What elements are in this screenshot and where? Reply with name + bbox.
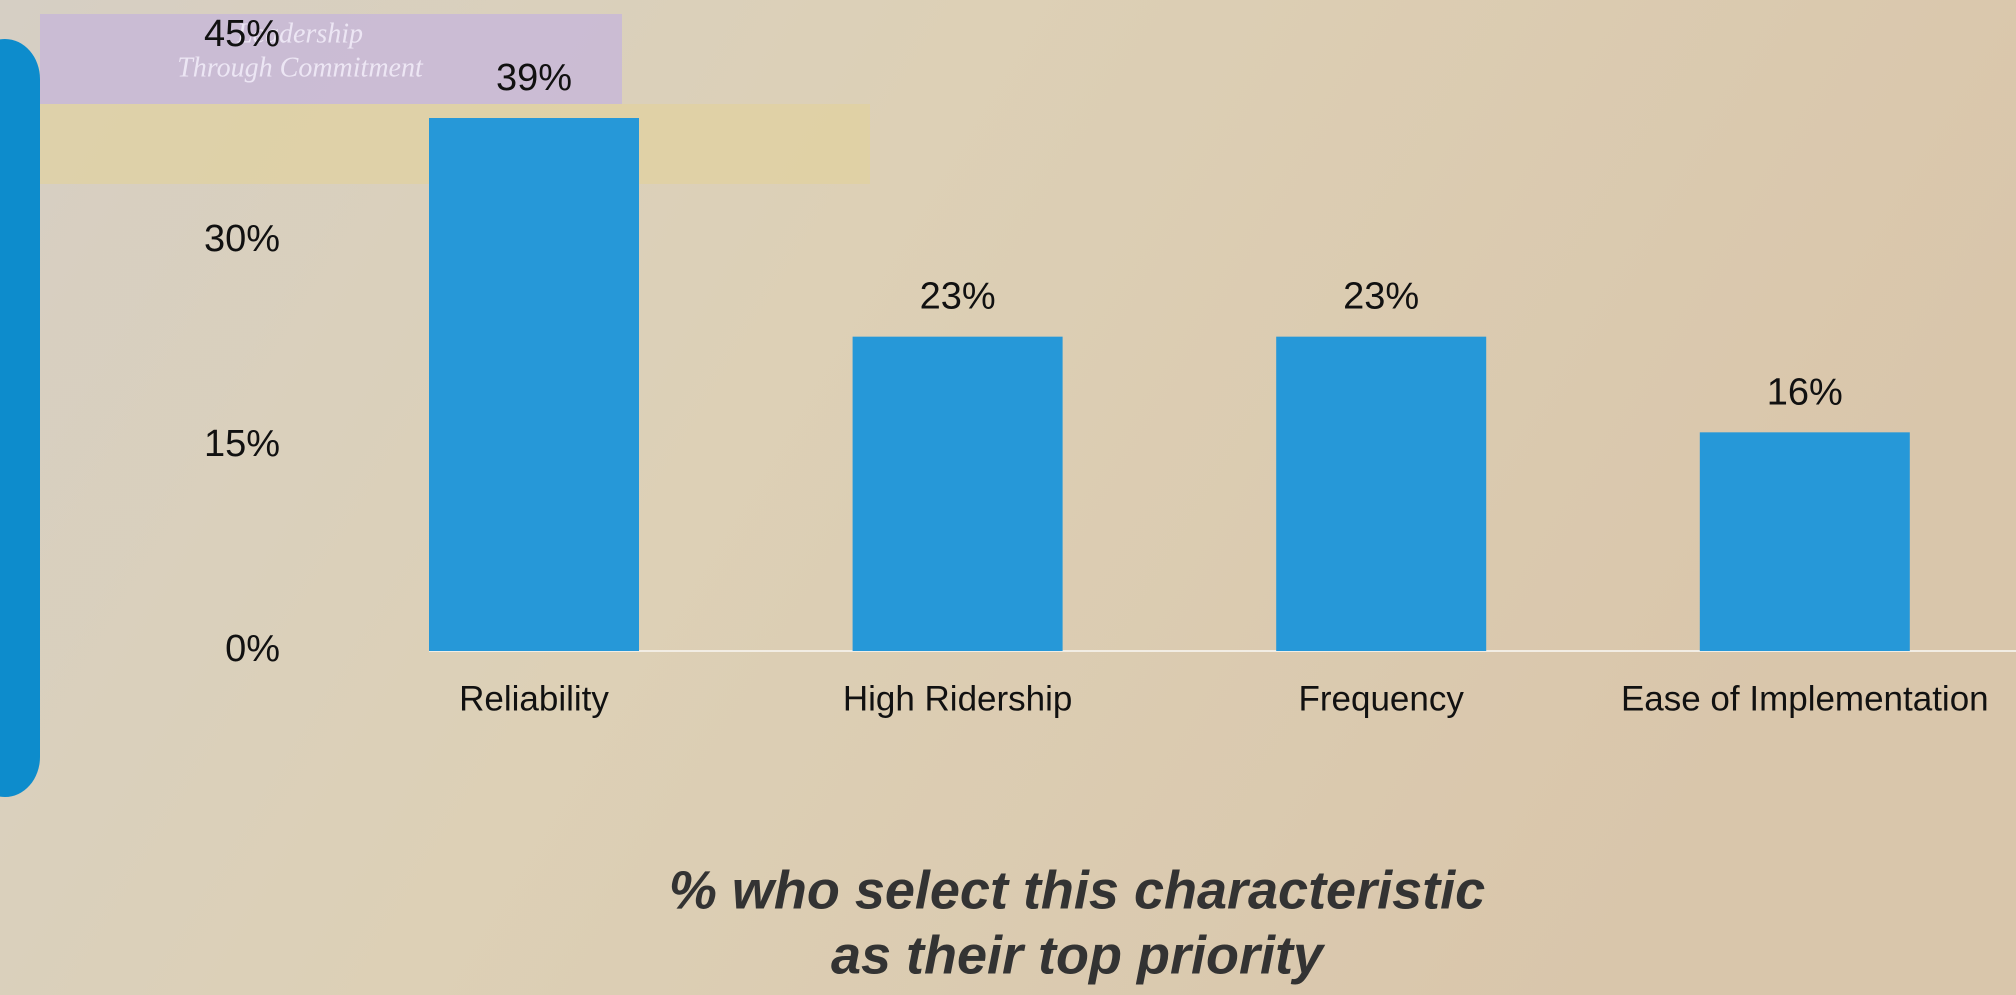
value-label: 16%	[1767, 371, 1843, 413]
x-tick-label: Ease of Implementation	[1621, 679, 1989, 718]
banner-text: Through Commitment	[177, 52, 424, 83]
y-tick-label: 45%	[204, 13, 280, 55]
bar	[853, 337, 1063, 651]
y-tick-label: 15%	[204, 423, 280, 465]
bar	[1276, 337, 1486, 651]
y-tick-label: 30%	[204, 218, 280, 260]
side-panel	[0, 39, 40, 797]
chart-title: % who select this characteristic	[669, 860, 1485, 920]
value-label: 23%	[920, 276, 996, 318]
y-tick-label: 0%	[225, 628, 280, 670]
value-label: 39%	[496, 57, 572, 99]
x-tick-label: Reliability	[459, 679, 609, 718]
chart: Leadership Through Commitment % who sele…	[0, 0, 2016, 995]
bar	[429, 118, 639, 651]
bar	[1700, 432, 1910, 651]
page: Leadership Through Commitment % who sele…	[0, 0, 2016, 995]
x-tick-label: Frequency	[1299, 679, 1465, 718]
x-tick-label: High Ridership	[843, 679, 1073, 718]
chart-title: as their top priority	[831, 925, 1326, 985]
value-label: 23%	[1343, 276, 1419, 318]
